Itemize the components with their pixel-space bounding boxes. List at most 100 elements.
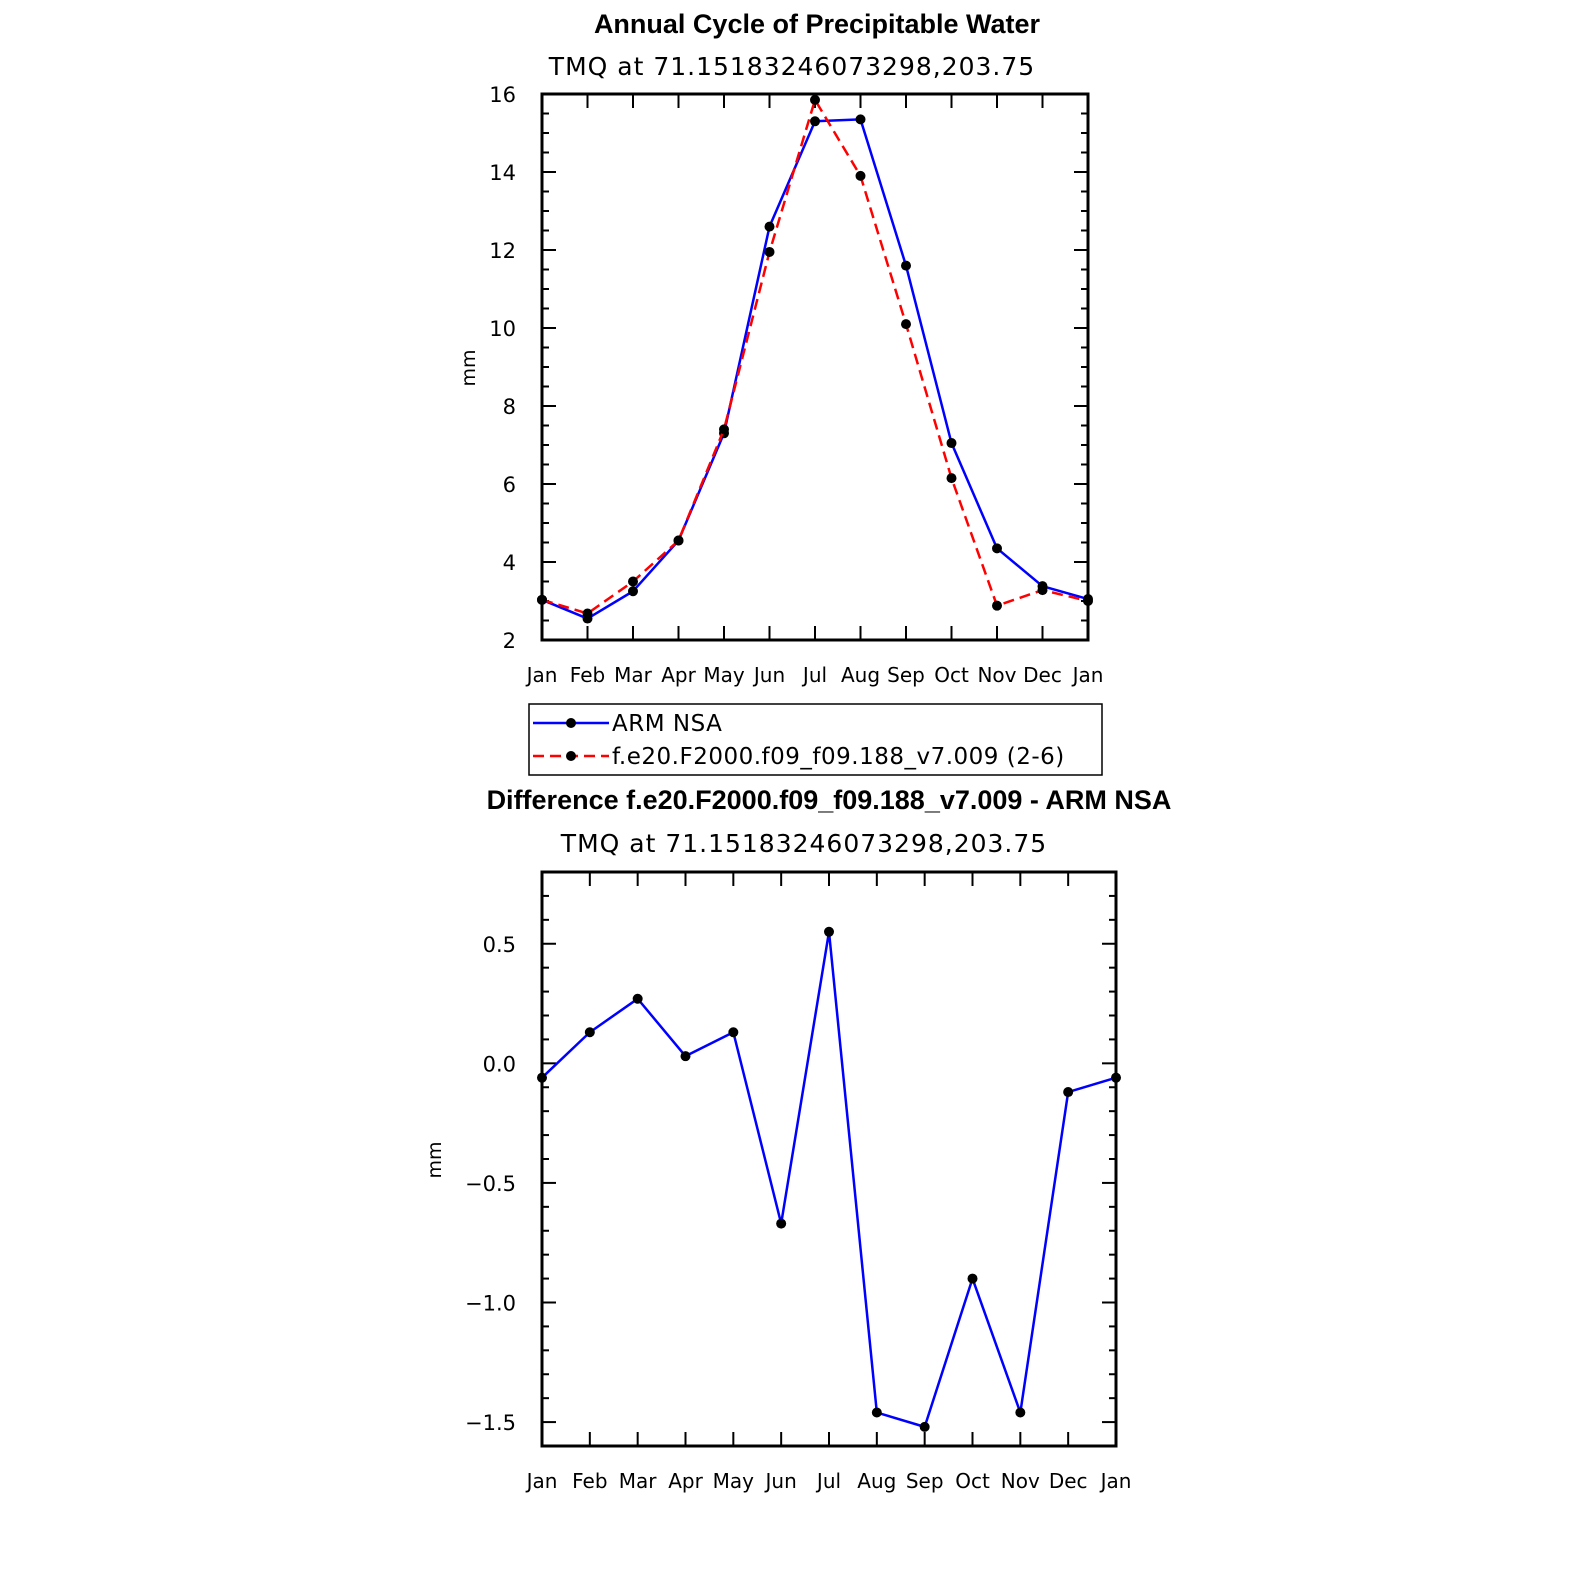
legend-marker-model	[566, 751, 576, 761]
x-tick-label: Nov	[1001, 1469, 1040, 1493]
x-tick-label: Apr	[668, 1469, 703, 1493]
x-tick-label: Feb	[570, 663, 605, 687]
legend-label-arm-nsa: ARM NSA	[612, 711, 722, 737]
series-line	[541, 98, 1089, 615]
data-point	[871, 1407, 882, 1418]
data-point	[824, 926, 834, 937]
x-tick-label: Oct	[934, 663, 969, 687]
x-tick-label: Oct	[955, 1469, 990, 1493]
y-tick-label: 10	[489, 317, 516, 341]
series-1	[537, 94, 1093, 619]
x-tick-label: Sep	[906, 1469, 944, 1493]
x-tick-label: Jan	[525, 663, 558, 687]
x-tick-label: Feb	[572, 1469, 607, 1493]
data-point	[628, 586, 638, 597]
data-point	[680, 1051, 691, 1062]
data-point	[992, 543, 1002, 554]
y-tick-label: 8	[503, 395, 516, 419]
y-tick-label: −0.5	[465, 1172, 516, 1196]
data-point	[1063, 1087, 1074, 1098]
chart-title: Difference f.e20.F2000.f09_f09.188_v7.00…	[487, 785, 1172, 815]
x-tick-label: Apr	[661, 663, 696, 687]
y-tick-label: 0.5	[483, 933, 516, 957]
x-tick-label: Dec	[1049, 1469, 1088, 1493]
legend: ARM NSA f.e20.F2000.f09_f09.188_v7.009 (…	[528, 703, 1103, 776]
data-point	[673, 535, 684, 546]
data-point	[901, 260, 911, 271]
y-tick-label: −1.5	[465, 1411, 516, 1435]
x-tick-label: Mar	[614, 663, 653, 687]
y-tick-label: 2	[503, 629, 516, 653]
legend-box	[528, 703, 1103, 776]
x-tick-label: Jun	[764, 1469, 797, 1493]
data-point	[992, 600, 1002, 611]
y-tick-label: 12	[489, 239, 516, 263]
data-point	[764, 246, 775, 257]
x-tick-label: Aug	[841, 663, 880, 687]
y-tick-labels: 0.5 0.0 −0.5 −1.0 −1.5	[465, 933, 516, 1435]
legend-marker-arm-nsa	[566, 718, 576, 728]
data-point	[855, 114, 866, 125]
x-tick-label: Jan	[1071, 663, 1104, 687]
y-tick-label: 6	[503, 473, 516, 497]
x-tick-label: Jan	[1099, 1469, 1132, 1493]
legend-item-model: f.e20.F2000.f09_f09.188_v7.009 (2-6)	[533, 744, 1065, 770]
series-0	[537, 926, 1121, 1432]
data-point	[764, 221, 775, 232]
x-tick-label: Dec	[1023, 663, 1062, 687]
chart-subtitle: TMQ at 71.15183246073298,203.75	[548, 52, 1035, 81]
x-tick-label: Jul	[815, 1469, 841, 1493]
x-tick-label: Aug	[857, 1469, 896, 1493]
legend-label-model: f.e20.F2000.f09_f09.188_v7.009 (2-6)	[612, 744, 1065, 770]
plot-frame	[540, 870, 1118, 1448]
x-tick-label: Sep	[887, 663, 925, 687]
data-point	[901, 319, 911, 330]
axis-ticks	[541, 871, 1117, 1447]
data-point	[810, 94, 820, 105]
data-point	[946, 473, 957, 484]
data-point	[582, 608, 593, 619]
legend-item-arm-nsa: ARM NSA	[533, 711, 722, 737]
y-axis-label: mm	[424, 1141, 446, 1178]
y-tick-label: 0.0	[483, 1052, 516, 1076]
series-line	[541, 930, 1117, 1429]
x-tick-label: May	[703, 663, 745, 687]
x-tick-labels: Jan Feb Mar Apr May Jun Jul Aug Sep Oct Nov Dec Jan	[525, 663, 1104, 687]
y-axis-label: mm	[458, 349, 480, 386]
x-tick-labels: Jan Feb Mar Apr May Jun Jul Aug Sep Oct Nov Dec Jan	[525, 1469, 1132, 1493]
x-tick-label: Mar	[619, 1469, 658, 1493]
data-point	[632, 993, 643, 1004]
data-point	[967, 1273, 978, 1284]
chart-title: Annual Cycle of Precipitable Water	[594, 9, 1041, 39]
data-point	[810, 116, 820, 127]
data-point	[919, 1421, 930, 1432]
x-tick-label: May	[713, 1469, 755, 1493]
y-tick-label: −1.0	[465, 1292, 516, 1316]
difference-chart: Difference f.e20.F2000.f09_f09.188_v7.00…	[424, 785, 1171, 1493]
data-point	[728, 1027, 739, 1038]
data-point	[1015, 1407, 1026, 1418]
data-point	[584, 1027, 595, 1038]
series-line	[541, 118, 1089, 620]
x-tick-label: Jan	[525, 1469, 558, 1493]
data-point	[855, 170, 866, 181]
x-tick-label: Jun	[752, 663, 785, 687]
data-point	[1037, 585, 1048, 596]
data-point	[946, 438, 957, 449]
series-lines	[537, 926, 1121, 1432]
x-tick-label: Jul	[801, 663, 827, 687]
annual-cycle-chart: Annual Cycle of Precipitable Water TMQ a…	[458, 9, 1104, 776]
series-lines	[537, 94, 1093, 624]
plot-frame	[540, 92, 1090, 642]
chart-subtitle: TMQ at 71.15183246073298,203.75	[560, 829, 1047, 858]
data-point	[776, 1218, 787, 1229]
data-point	[628, 576, 638, 587]
y-tick-labels: 2 4 6 8 10 12 14 16	[489, 83, 516, 653]
y-tick-label: 4	[503, 551, 516, 575]
axis-ticks	[541, 93, 1089, 641]
x-tick-label: Nov	[977, 663, 1016, 687]
y-tick-label: 14	[489, 161, 516, 185]
series-0	[537, 114, 1093, 624]
data-point	[719, 424, 729, 435]
